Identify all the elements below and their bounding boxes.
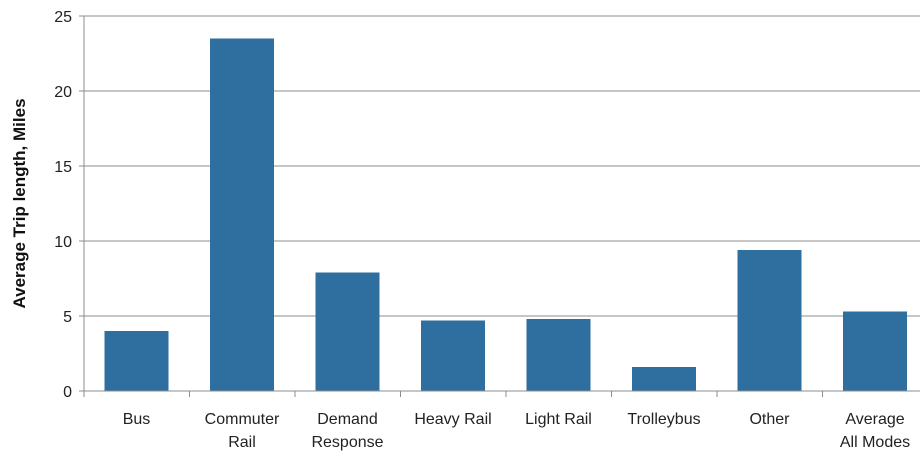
x-category-label: Heavy Rail: [414, 411, 491, 428]
y-axis-label: Average Trip length, Miles: [10, 98, 29, 308]
y-tick-label: 25: [54, 9, 72, 26]
y-tick-label: 15: [54, 159, 72, 176]
bars: [104, 38, 907, 391]
axes: [79, 15, 920, 397]
y-tick-labels: 0 5 10 15 20 25: [54, 9, 72, 401]
bar: [421, 320, 485, 391]
x-category-labels: Bus Commuter Rail Demand Response Heavy Rail L…: [123, 411, 910, 451]
bar: [104, 331, 169, 391]
bar: [526, 319, 591, 391]
x-category-label: Trolleybus: [627, 411, 700, 428]
y-tick-label: 20: [54, 84, 72, 101]
y-tick-label: 10: [54, 234, 72, 251]
y-tick-label: 0: [63, 384, 72, 401]
x-category-label: Commuter Rail: [205, 411, 280, 451]
x-category-label: Bus: [123, 411, 151, 428]
x-category-label: Demand Response: [311, 411, 383, 451]
y-tick-label: 5: [63, 309, 72, 326]
bar: [737, 250, 802, 391]
bar: [632, 367, 696, 391]
bar: [843, 311, 907, 391]
x-category-label: Average All Modes: [840, 411, 910, 451]
bar: [315, 272, 380, 391]
x-category-label: Other: [749, 411, 790, 428]
bar: [210, 38, 274, 391]
x-category-label: Light Rail: [525, 411, 592, 428]
